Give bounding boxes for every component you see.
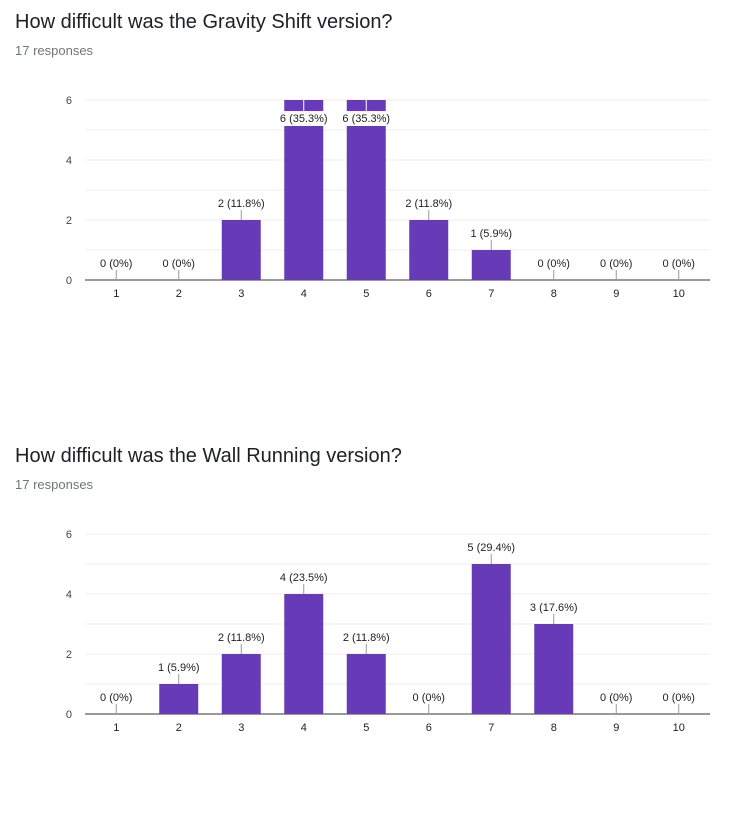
bar bbox=[284, 100, 324, 280]
data-label: 0 (0%) bbox=[663, 692, 695, 704]
x-tick-label: 1 bbox=[113, 722, 119, 734]
data-label: 0 (0%) bbox=[663, 258, 695, 270]
bar-chart-wall-running: 0 2 4 6 0 (0%) 1 1 (5.9%) 2 2 (11.8%) 3 4 (23.5%) 4… bbox=[66, 529, 710, 734]
x-tick-label: 9 bbox=[613, 722, 619, 734]
x-tick-label: 8 bbox=[551, 288, 557, 300]
x-tick-label: 7 bbox=[488, 288, 494, 300]
question-title: How difficult was the Wall Running versi… bbox=[15, 445, 402, 467]
bar bbox=[159, 684, 199, 714]
bar bbox=[471, 250, 511, 280]
x-tick-label: 5 bbox=[363, 288, 369, 300]
data-label: 0 (0%) bbox=[600, 692, 632, 704]
bar bbox=[534, 624, 574, 714]
data-label: 1 (5.9%) bbox=[158, 662, 200, 674]
data-label: 6 (35.3%) bbox=[342, 113, 390, 125]
y-tick-label: 2 bbox=[66, 215, 72, 227]
response-count: 17 responses bbox=[15, 43, 94, 58]
data-label: 5 (29.4%) bbox=[467, 542, 515, 554]
y-tick-label: 6 bbox=[66, 529, 72, 541]
bar bbox=[346, 654, 386, 714]
x-tick-label: 9 bbox=[613, 288, 619, 300]
bar bbox=[221, 654, 261, 714]
bar bbox=[221, 220, 261, 280]
x-tick-label: 2 bbox=[176, 722, 182, 734]
x-tick-label: 3 bbox=[238, 722, 244, 734]
data-label-background bbox=[275, 111, 332, 126]
data-label: 0 (0%) bbox=[600, 258, 632, 270]
data-label: 2 (11.8%) bbox=[343, 632, 390, 644]
x-tick-label: 6 bbox=[426, 722, 432, 734]
bar bbox=[471, 564, 511, 714]
x-tick-label: 6 bbox=[426, 288, 432, 300]
x-tick-label: 5 bbox=[363, 722, 369, 734]
question-title: How difficult was the Gravity Shift vers… bbox=[15, 11, 393, 33]
response-count: 17 responses bbox=[15, 477, 94, 492]
x-tick-label: 8 bbox=[551, 722, 557, 734]
y-tick-label: 2 bbox=[66, 649, 72, 661]
data-label: 6 (35.3%) bbox=[280, 113, 328, 125]
bar bbox=[346, 100, 386, 280]
x-tick-label: 10 bbox=[673, 288, 685, 300]
y-tick-label: 4 bbox=[66, 589, 72, 601]
bar-chart-gravity-shift: 0 2 4 6 0 (0%) 1 0 (0%) 2 2 (11.8%) 3 6 (35.3%) 4 6 … bbox=[66, 95, 710, 300]
y-tick-label: 6 bbox=[66, 95, 72, 107]
data-label-background bbox=[338, 111, 395, 126]
data-label: 2 (11.8%) bbox=[218, 632, 265, 644]
x-tick-label: 1 bbox=[113, 288, 119, 300]
x-tick-label: 2 bbox=[176, 288, 182, 300]
y-tick-label: 0 bbox=[66, 709, 72, 721]
x-tick-label: 3 bbox=[238, 288, 244, 300]
data-label: 0 (0%) bbox=[100, 692, 132, 704]
data-label: 0 (0%) bbox=[413, 692, 445, 704]
data-label: 3 (17.6%) bbox=[530, 602, 578, 614]
x-tick-label: 4 bbox=[301, 722, 307, 734]
data-label: 0 (0%) bbox=[163, 258, 195, 270]
data-label: 0 (0%) bbox=[538, 258, 570, 270]
data-label: 0 (0%) bbox=[100, 258, 132, 270]
data-label: 1 (5.9%) bbox=[470, 228, 512, 240]
data-label: 2 (11.8%) bbox=[405, 198, 452, 210]
x-tick-label: 4 bbox=[301, 288, 307, 300]
data-label: 4 (23.5%) bbox=[280, 572, 328, 584]
data-label: 2 (11.8%) bbox=[218, 198, 265, 210]
y-tick-label: 0 bbox=[66, 275, 72, 287]
y-tick-label: 4 bbox=[66, 155, 72, 167]
bar bbox=[409, 220, 449, 280]
bar bbox=[284, 594, 324, 714]
x-tick-label: 10 bbox=[673, 722, 685, 734]
x-tick-label: 7 bbox=[488, 722, 494, 734]
